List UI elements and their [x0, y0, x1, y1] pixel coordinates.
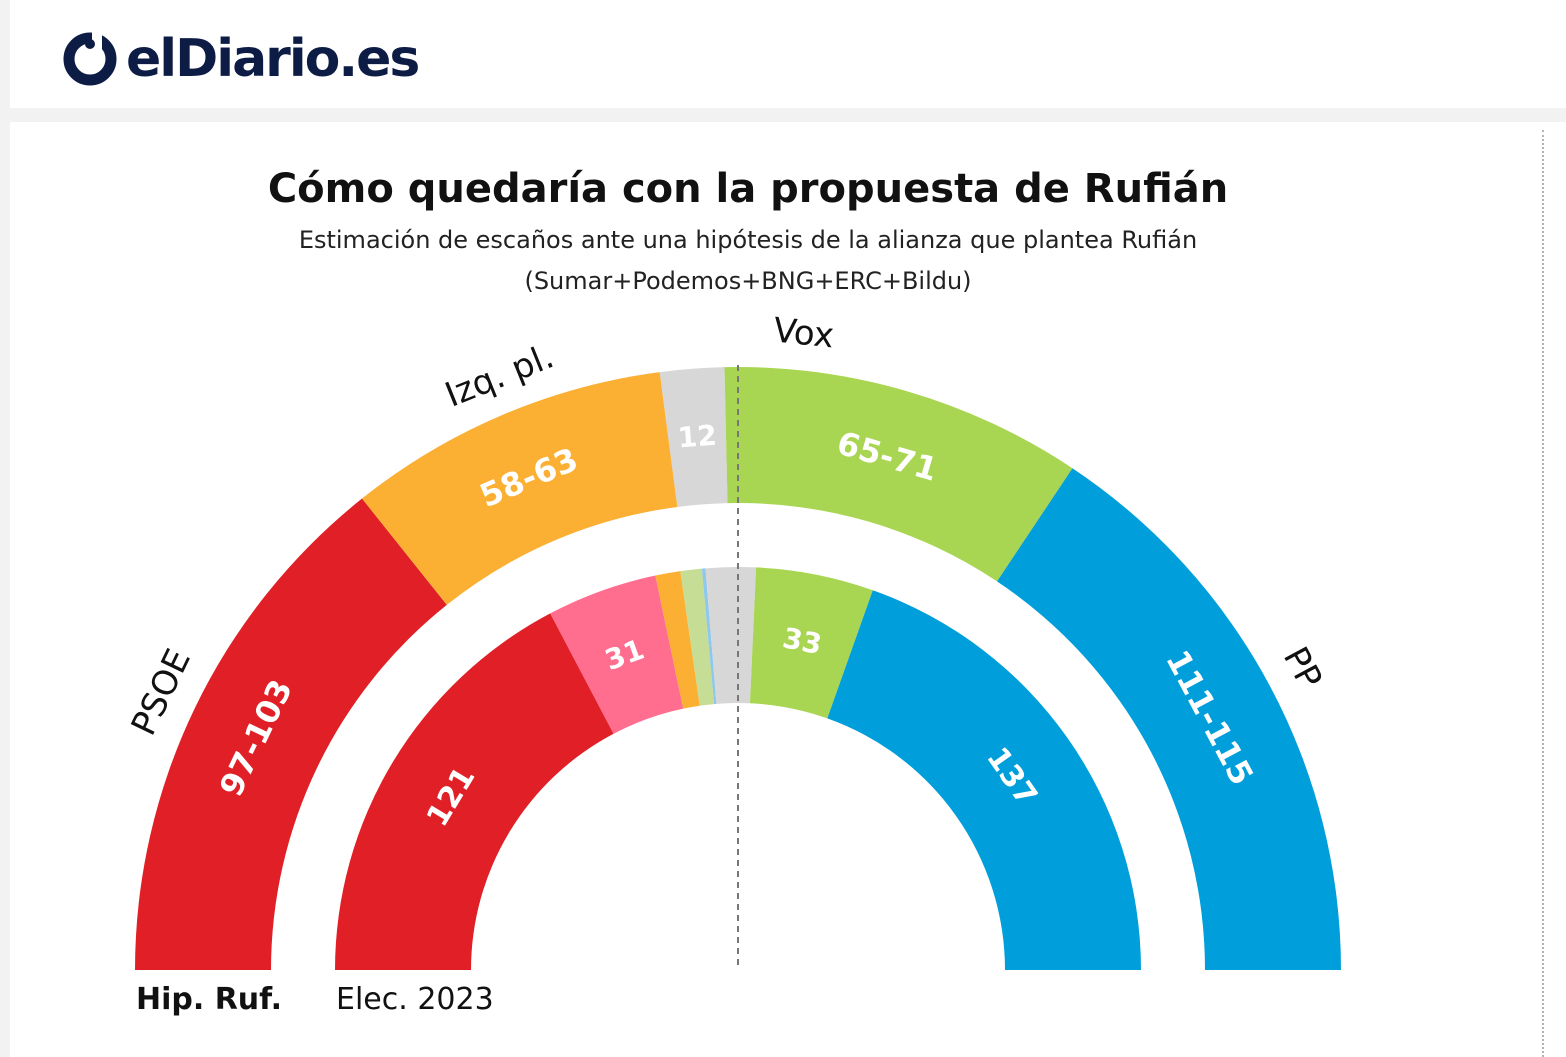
- ring-name-elec-2023: Elec. 2023: [336, 982, 494, 1017]
- seat-segment-hip-ruf-pp: [997, 468, 1341, 970]
- seat-segment-hip-ruf-segment-2: [659, 367, 728, 507]
- ring-name-hip-ruf: Hip. Ruf.: [136, 982, 282, 1017]
- seat-segment-elec-2023-sumar: [550, 575, 684, 734]
- seat-value-label-elec-2023-vox: 33: [780, 621, 825, 661]
- brand-name: elDiario.es: [126, 29, 420, 89]
- seat-segment-hip-ruf-izq-pl: [362, 372, 678, 605]
- site-header: elDiario.es: [10, 0, 1566, 108]
- seat-segment-elec-2023-vox: [749, 567, 873, 719]
- eldiario-o-logo-icon: [63, 31, 117, 86]
- seat-segment-hip-ruf-vox: [724, 367, 1073, 582]
- seat-segment-elec-2023-segment-5: [705, 567, 757, 704]
- party-label-vox: Vox: [771, 310, 835, 356]
- party-label-pp: PP: [1275, 640, 1330, 695]
- seat-value-label-hip-ruf-segment-2: 12: [677, 419, 718, 455]
- dotted-border: [1542, 130, 1544, 1057]
- seat-segment-hip-ruf-psoe: [135, 498, 447, 970]
- seat-segment-elec-2023-segment-3: [680, 568, 715, 706]
- site-logo[interactable]: elDiario.es: [62, 24, 420, 94]
- chart-subtitle-line2: (Sumar+Podemos+BNG+ERC+Bildu): [524, 267, 972, 295]
- chart-title: Cómo quedaría con la propuesta de Rufián: [267, 166, 1229, 212]
- chart-card: Cómo quedaría con la propuesta de Rufián…: [10, 122, 1566, 1057]
- seat-segment-elec-2023-segment-2: [655, 571, 700, 709]
- seat-segment-elec-2023-pp: [827, 590, 1141, 970]
- seat-segment-elec-2023-psoe: [335, 613, 614, 970]
- chart-subtitle-line1: Estimación de escaños ante una hipótesis…: [298, 226, 1198, 254]
- seat-segment-elec-2023-segment-4: [701, 568, 717, 705]
